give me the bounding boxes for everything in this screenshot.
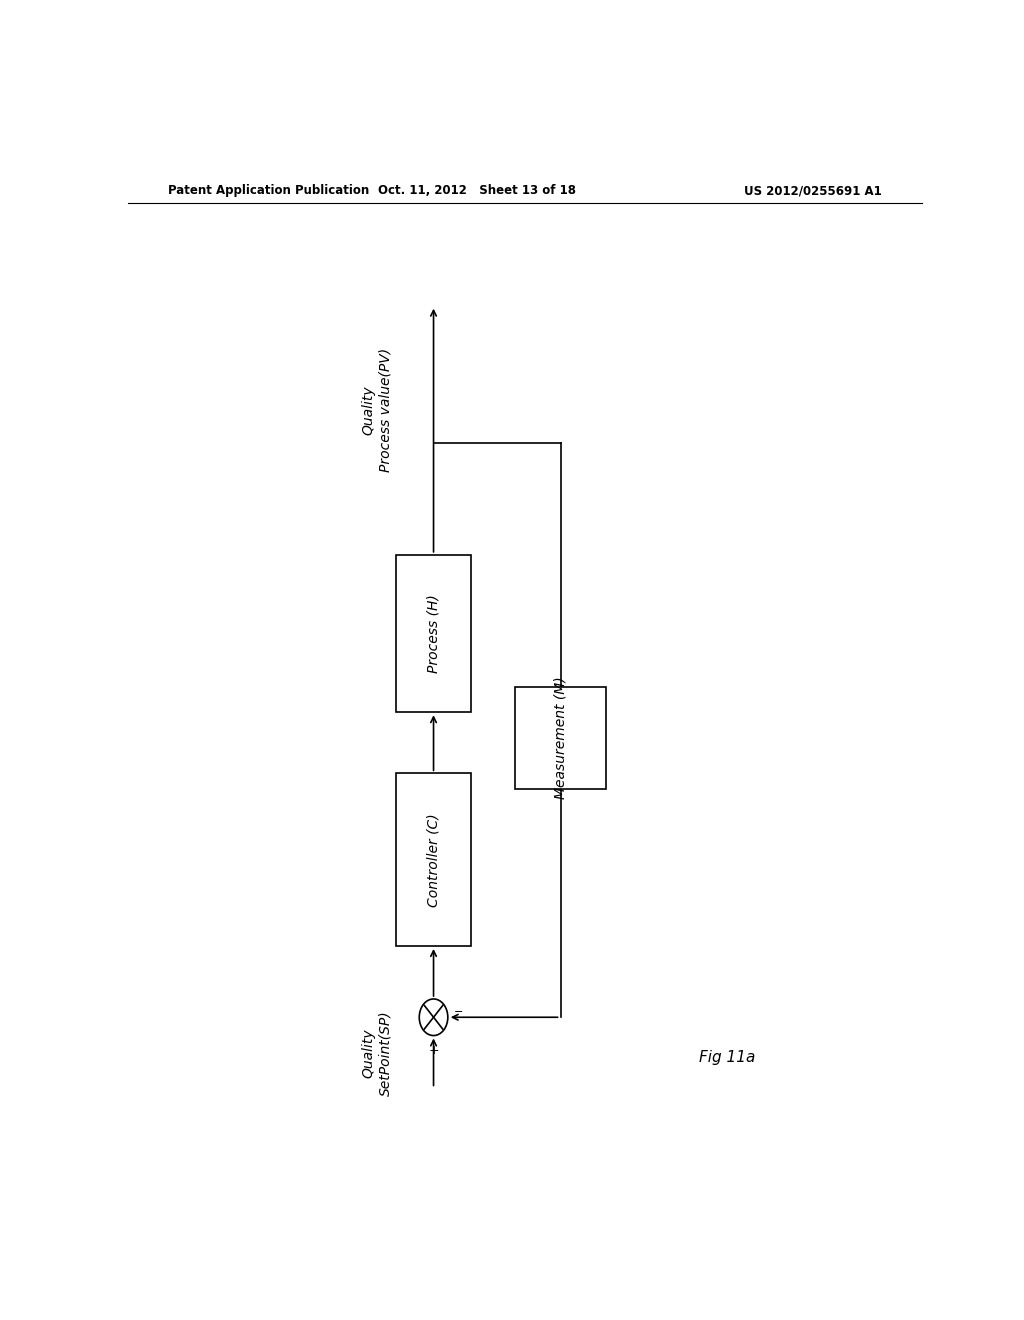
Text: Controller (C): Controller (C): [427, 813, 440, 907]
Circle shape: [419, 999, 447, 1036]
Text: Quality
Process value(PV): Quality Process value(PV): [361, 348, 392, 473]
Text: Oct. 11, 2012   Sheet 13 of 18: Oct. 11, 2012 Sheet 13 of 18: [378, 185, 577, 198]
Text: Measurement (M): Measurement (M): [554, 676, 567, 799]
Text: Patent Application Publication: Patent Application Publication: [168, 185, 369, 198]
Bar: [396, 774, 471, 946]
Bar: [515, 686, 606, 788]
Text: −: −: [454, 1007, 463, 1016]
Bar: [396, 554, 471, 713]
Text: US 2012/0255691 A1: US 2012/0255691 A1: [744, 185, 882, 198]
Text: Process (H): Process (H): [427, 594, 440, 673]
Text: Quality
SetPoint(SP): Quality SetPoint(SP): [361, 1010, 392, 1096]
Text: +: +: [428, 1044, 439, 1057]
Text: Fig 11a: Fig 11a: [699, 1051, 756, 1065]
